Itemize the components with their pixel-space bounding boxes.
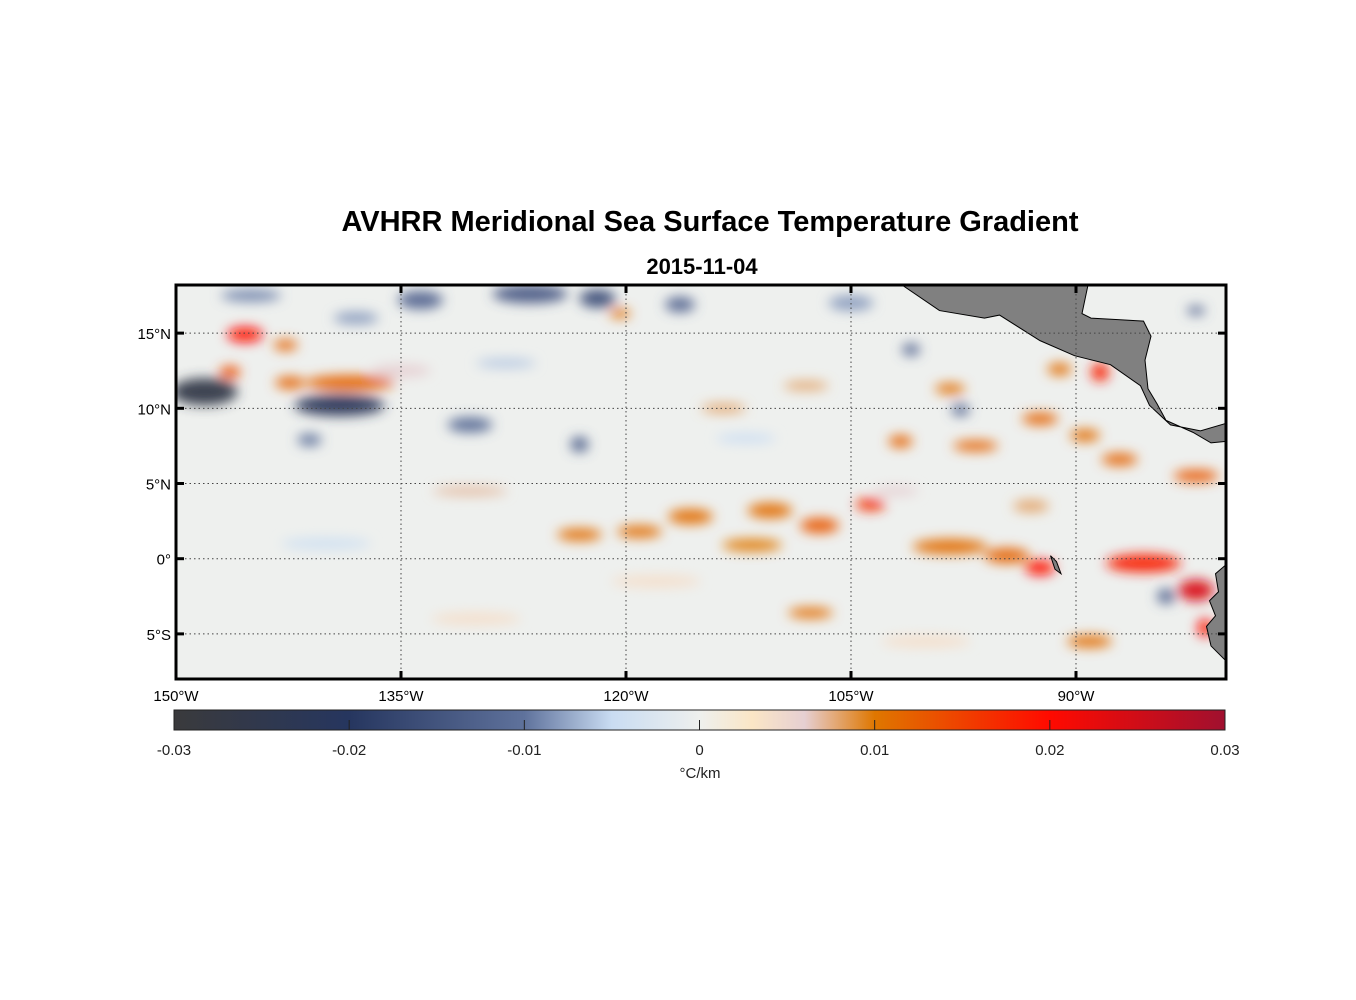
gradient-anomaly xyxy=(1178,579,1214,601)
colorbar-tick-label: -0.01 xyxy=(507,742,541,759)
gradient-anomaly xyxy=(221,289,281,302)
gradient-anomaly xyxy=(1101,453,1138,466)
gradient-anomaly xyxy=(912,539,988,555)
gradient-anomaly xyxy=(1067,635,1112,648)
gradient-anomaly xyxy=(1106,554,1181,573)
gradient-anomaly xyxy=(788,607,833,619)
gradient-anomaly xyxy=(951,403,970,416)
gradient-anomaly xyxy=(953,440,998,452)
y-tick-label: 0° xyxy=(157,552,171,569)
gradient-anomaly xyxy=(617,525,662,538)
gradient-anomaly xyxy=(492,285,568,304)
y-tick-label: 10°N xyxy=(137,401,171,418)
gradient-anomaly xyxy=(881,635,971,648)
gradient-anomaly xyxy=(665,297,695,313)
gradient-anomaly xyxy=(1091,363,1109,382)
y-tick-label: 5°N xyxy=(146,477,171,494)
gradient-anomaly xyxy=(609,309,631,319)
gradient-anomaly xyxy=(902,343,920,356)
gradient-anomaly xyxy=(1070,429,1100,442)
plot-frame xyxy=(174,283,1228,681)
y-tick-label: 15°N xyxy=(137,326,171,343)
land-mass xyxy=(1205,564,1226,662)
gradient-anomaly xyxy=(219,366,241,379)
gradient-anomaly xyxy=(701,403,746,413)
gradient-anomaly xyxy=(1025,560,1055,576)
gradient-anomaly xyxy=(1047,363,1072,376)
gradient-anomaly xyxy=(935,383,965,395)
gradient-anomaly xyxy=(305,375,395,391)
x-tick-label: 90°W xyxy=(1058,688,1096,705)
gradient-anomaly xyxy=(888,435,913,448)
y-tick-label: 5°S xyxy=(147,627,171,644)
gradient-anomaly xyxy=(398,291,443,310)
gradient-anomaly xyxy=(668,509,713,525)
colorbar-tick-label: 0.02 xyxy=(1035,742,1064,759)
gradient-anomaly xyxy=(1013,500,1049,513)
gradient-anomaly xyxy=(1187,306,1205,316)
gradient-anomaly xyxy=(447,417,493,433)
gradient-anomaly xyxy=(1022,412,1058,425)
colorbar-tick-label: 0.03 xyxy=(1210,742,1239,759)
gradient-anomaly xyxy=(281,537,371,550)
gradient-anomaly xyxy=(1173,469,1219,483)
x-tick-label: 150°W xyxy=(153,688,199,705)
gradient-anomaly xyxy=(716,433,776,443)
gradient-anomaly xyxy=(476,358,536,368)
colorbar-tick-label: 0 xyxy=(695,742,703,759)
gradient-anomaly xyxy=(570,436,589,452)
gradient-anomaly xyxy=(800,518,839,534)
gradient-anomaly xyxy=(984,548,1030,564)
gradient-anomaly xyxy=(275,376,305,389)
x-tick-label: 135°W xyxy=(378,688,424,705)
gradient-anomaly xyxy=(783,381,829,391)
colorbar-tick-label: 0.01 xyxy=(860,742,889,759)
land-mass xyxy=(1050,555,1063,576)
colorbar-tick-label: -0.02 xyxy=(332,742,366,759)
land-mass xyxy=(901,285,1226,444)
gradient-anomaly xyxy=(273,339,298,351)
ocean-background xyxy=(176,285,1226,679)
gradient-anomaly xyxy=(176,378,238,406)
gradient-anomaly xyxy=(1157,588,1175,604)
gradient-anomaly xyxy=(722,539,782,552)
gradient-anomaly xyxy=(855,498,886,511)
gradient-anomaly xyxy=(432,486,508,496)
gradient-anomaly xyxy=(294,394,385,416)
x-tick-label: 120°W xyxy=(603,688,649,705)
gradient-anomaly xyxy=(431,612,521,625)
chart-title: AVHRR Meridional Sea Surface Temperature… xyxy=(341,206,1079,238)
gradient-anomaly xyxy=(873,486,919,496)
colorbar-tick-label: -0.03 xyxy=(157,742,191,759)
gradient-anomaly xyxy=(297,433,322,446)
gradient-anomaly xyxy=(747,503,793,519)
gradient-anomaly xyxy=(333,312,379,325)
gradient-anomaly xyxy=(557,528,602,541)
gradient-anomaly xyxy=(611,575,701,588)
x-tick-label: 105°W xyxy=(828,688,874,705)
colorbar-label: °C/km xyxy=(679,765,721,782)
gradient-anomaly xyxy=(227,327,263,343)
chart-subtitle: 2015-11-04 xyxy=(646,254,758,279)
gradient-anomaly xyxy=(579,289,616,308)
